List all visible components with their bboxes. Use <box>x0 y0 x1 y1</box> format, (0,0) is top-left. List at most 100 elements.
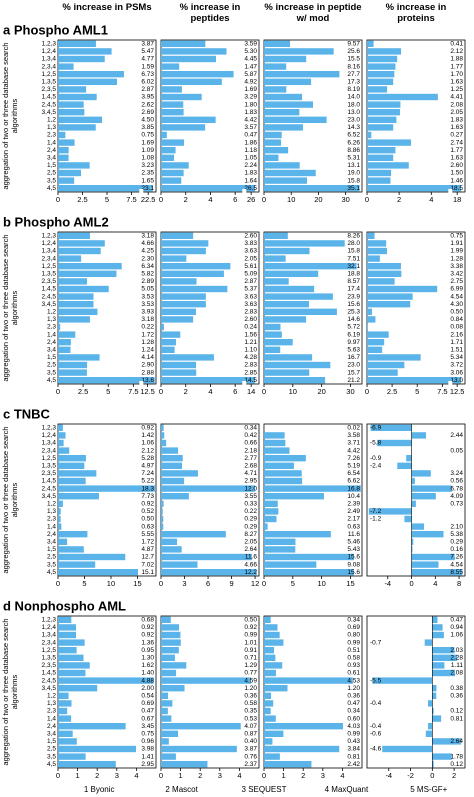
value-label: 1.21 <box>244 339 257 346</box>
bar <box>264 270 319 277</box>
bar <box>264 493 324 500</box>
value-label: 3.87 <box>244 746 257 753</box>
value-label: 1.11 <box>451 662 464 669</box>
bar <box>367 154 394 161</box>
value-label: 18.0 <box>347 101 360 108</box>
value-label: 18.3 <box>141 485 154 492</box>
x-tick-label: 4 <box>208 195 212 204</box>
value-label: 0.58 <box>244 700 257 707</box>
bar <box>432 662 445 669</box>
category-label: 1,2,5 <box>42 71 57 78</box>
value-label: 4.09 <box>450 493 463 500</box>
bar <box>264 455 306 462</box>
value-label: 12.7 <box>141 554 154 561</box>
bar <box>264 377 326 384</box>
bar <box>161 116 216 123</box>
column-header: % increase in PSMs <box>62 2 152 13</box>
category-label: 2,3 <box>47 324 56 331</box>
category-label: 1,3,5 <box>42 271 57 278</box>
bar <box>367 255 380 262</box>
value-label: -0.6 <box>370 731 382 738</box>
value-label: 0.12 <box>450 761 463 768</box>
value-label: 1.62 <box>141 662 154 669</box>
bar <box>161 124 206 131</box>
bar <box>161 447 179 454</box>
bar <box>264 723 343 730</box>
value-label: 19.0 <box>347 170 360 177</box>
value-label: 1.91 <box>450 240 463 247</box>
x-tick-label: 26 <box>247 195 255 204</box>
plot-frame <box>263 39 363 193</box>
value-label: 4.45 <box>244 56 257 63</box>
plot-frame <box>263 231 363 385</box>
value-label: 15.1 <box>141 569 154 576</box>
bar <box>161 745 237 753</box>
bar <box>264 639 284 646</box>
bar <box>432 669 455 677</box>
value-label: 8.26 <box>347 233 360 240</box>
category-label: 2,3,5 <box>42 86 57 93</box>
value-label: 2.60 <box>244 233 257 240</box>
bar <box>264 677 353 684</box>
bar <box>367 316 376 323</box>
value-label: -4.6 <box>370 746 382 753</box>
value-label: 6.02 <box>141 79 154 86</box>
value-label: 4.77 <box>141 56 154 63</box>
value-label: 15.7 <box>347 369 360 376</box>
panel-title: a Phospho AML1 <box>3 22 108 37</box>
value-label: 0.71 <box>244 655 257 662</box>
x-tick-label: 0 <box>159 771 163 780</box>
bar <box>367 361 405 369</box>
bar <box>264 48 334 55</box>
value-label: 7.26 <box>347 455 360 462</box>
plot-frame <box>263 615 363 769</box>
bar <box>161 500 164 507</box>
value-label: 7.02 <box>141 561 154 568</box>
category-label: 1,2,4 <box>42 240 57 247</box>
bar <box>264 278 289 285</box>
value-label: 1.42 <box>141 432 154 439</box>
value-label: 4.42 <box>347 447 360 454</box>
bar <box>264 131 282 139</box>
category-label: 1,2 <box>47 117 56 124</box>
category-label: 3,5 <box>47 177 56 184</box>
bar <box>425 730 433 737</box>
bar <box>58 93 97 101</box>
value-label: 6.99 <box>450 286 463 293</box>
bar <box>161 493 189 500</box>
bar <box>432 616 438 623</box>
value-label: 8.55 <box>450 569 463 576</box>
value-label: 5.87 <box>244 71 257 78</box>
bar <box>264 293 333 300</box>
category-label: 2,3,4 <box>42 255 57 262</box>
bar <box>367 377 462 384</box>
bar <box>161 485 256 492</box>
bar <box>411 531 444 538</box>
value-label: 2.42 <box>347 761 360 768</box>
bar <box>264 531 331 538</box>
value-label: 6.73 <box>141 71 154 78</box>
value-label: 1.70 <box>450 71 463 78</box>
value-label: 0.75 <box>141 132 154 139</box>
bar <box>58 109 85 116</box>
value-label: 0.36 <box>347 693 360 700</box>
bar <box>367 86 388 93</box>
bar <box>58 377 155 384</box>
value-label: 1.18 <box>244 147 257 154</box>
value-label: 0.24 <box>244 324 257 331</box>
value-label: 0.91 <box>244 647 257 654</box>
x-tick-label: 30 <box>346 387 354 396</box>
bar <box>161 270 224 277</box>
bar <box>161 147 176 154</box>
bar <box>161 730 179 737</box>
bar <box>58 700 72 707</box>
x-tick-label: 9 <box>229 579 233 588</box>
bar <box>58 40 96 47</box>
panel-title: d Nonphospho AML <box>3 598 126 613</box>
bar <box>411 523 425 530</box>
category-label: 3,5 <box>47 753 56 760</box>
value-label: 0.29 <box>244 523 257 530</box>
value-label: 3.18 <box>141 233 154 240</box>
value-label: 0.67 <box>141 715 154 722</box>
